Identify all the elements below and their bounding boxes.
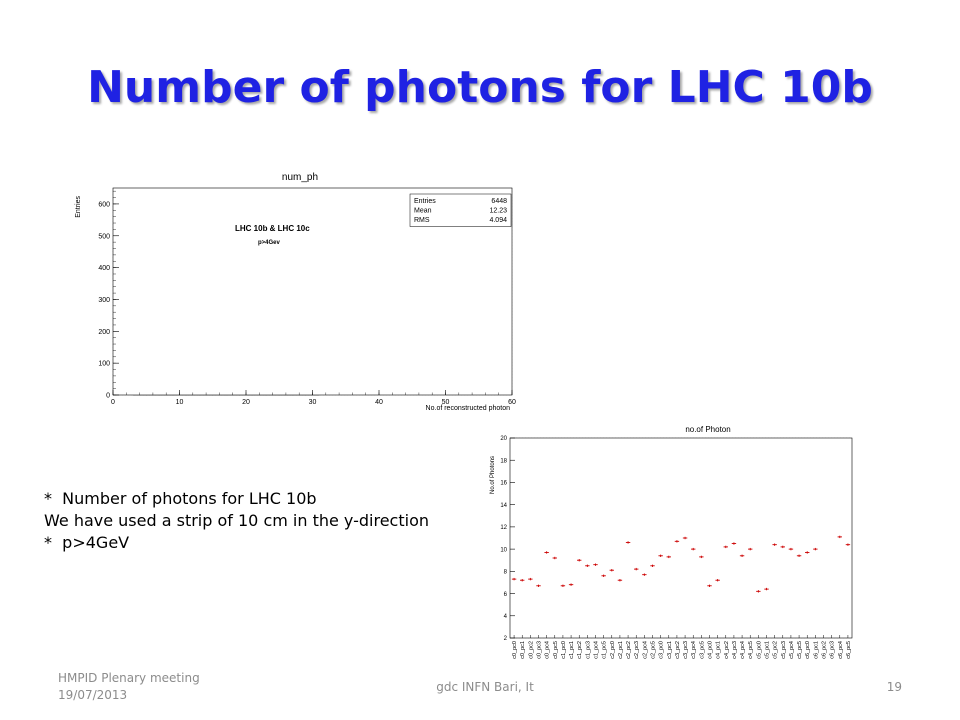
photon-x-tick-label: c1_pc5 (602, 641, 608, 659)
photon-y-tick-label: 14 (500, 503, 507, 509)
photon-x-tick-label: c5_pc3 (781, 641, 787, 659)
hist-stat-label: Entries (414, 198, 436, 205)
photon-x-tick-label: c3_pc1 (667, 641, 673, 659)
slide-title: Number of photons for LHC 10b (87, 62, 873, 113)
photon-x-tick-label: c5_pc2 (773, 641, 779, 659)
photon-title: no.of Photon (685, 425, 730, 434)
photon-ylabel: No.of Photons (490, 456, 496, 494)
footer-affiliation: gdc INFN Bari, It (436, 680, 534, 694)
description-line: * Number of photons for LHC 10b (44, 489, 317, 508)
photon-x-tick-label: c0_pc2 (528, 641, 534, 659)
photon-x-tick-label: c5_pc4 (789, 641, 795, 659)
photon-points (511, 535, 851, 593)
photon-y-tick-label: 2 (504, 636, 508, 642)
hist-y-tick-label: 400 (98, 265, 110, 272)
photon-x-tick-label: c3_pc5 (699, 641, 705, 659)
description-line: * p>4GeV (44, 533, 130, 552)
photon-x-tick-label: c6_pc0 (805, 641, 811, 659)
hist-x-tick-label: 0 (111, 399, 115, 406)
hist-x-tick-label: 60 (508, 399, 516, 406)
photon-x-tick-label: c0_pc0 (512, 641, 518, 659)
photon-x-tick-label: c1_pc3 (585, 641, 591, 659)
photon-x-tick-label: c2_pc2 (626, 641, 632, 659)
hist-stat-label: RMS (414, 217, 430, 224)
photon-x-tick-label: c3_pc2 (675, 641, 681, 659)
photon-x-tick-label: c5_pc1 (765, 641, 771, 659)
hist-stat-value: 4.094 (489, 217, 507, 224)
photon-x-tick-label: c2_pc0 (610, 641, 616, 659)
hist-stat-value: 12.23 (489, 208, 507, 215)
photon-x-tick-label: c2_pc1 (618, 641, 624, 659)
hist-stats-frame (409, 193, 512, 227)
description-line: We have used a strip of 10 cm in the y-d… (44, 511, 429, 530)
hist-x-tick-label: 40 (375, 399, 383, 406)
hist-x-tick-label: 50 (442, 399, 450, 406)
photon-x-tick-label: c2_pc5 (651, 641, 657, 659)
photon-x-tick-label: c0_pc5 (553, 641, 559, 659)
hist-ylabel: Entries (75, 196, 82, 218)
photon-x-tick-label: c4_pc1 (716, 641, 722, 659)
photon-x-tick-label: c2_pc3 (634, 641, 640, 659)
photon-frame (509, 437, 853, 639)
photon-y-tick-label: 20 (500, 436, 507, 442)
photon-x-tick-label: c6_pc3 (830, 641, 836, 659)
footer-meeting: HMPID Plenary meeting 19/07/2013 (58, 671, 200, 702)
photon-x-tick-label: c4_pc0 (708, 641, 714, 659)
photon-x-tick-label: c4_pc3 (732, 641, 738, 659)
hist-annotation-sub: p>4Gev (258, 240, 281, 246)
photon-x-tick-label: c6_pc4 (838, 641, 844, 659)
photon-x-tick-labels: c0_pc0 c0_pc1 c0_pc2 c0_pc3 c0_pc4 c0_pc5 c1_p… (512, 641, 852, 659)
photon-x-tick-label: c2_pc4 (642, 641, 648, 659)
hist-y-tick-label: 600 (98, 201, 110, 208)
hist-x-tick-label: 10 (176, 399, 184, 406)
photon-x-tick-label: c4_pc2 (724, 641, 730, 659)
photon-y-tick-label: 16 (500, 481, 507, 487)
photon-x-tick-label: c6_pc1 (813, 641, 819, 659)
hist-stat-value: 6448 (491, 198, 507, 205)
photon-y-tick-label: 18 (500, 458, 507, 464)
photon-x-tick-label: c3_pc0 (659, 641, 665, 659)
hist-title: num_ph (282, 172, 318, 183)
photon-y-tick-label: 10 (500, 547, 507, 553)
photon-x-tick-label: c5_pc5 (797, 641, 803, 659)
hist-xlabel: No.of reconstructed photon (426, 405, 511, 412)
photon-x-tick-label: c3_pc4 (691, 641, 697, 659)
hist-x-tick-label: 30 (309, 399, 317, 406)
photon-x-tick-label: c1_pc4 (594, 641, 600, 659)
hist-stat-label: Mean (414, 208, 432, 215)
page-number: 19 (886, 680, 902, 694)
photon-axes: 2 4 6 8 10 12 14 16 18 20 (500, 436, 853, 642)
photon-x-tick-label: c0_pc3 (537, 641, 543, 659)
hist-y-tick-label: 0 (106, 393, 110, 400)
photon-x-tick-label: c0_pc4 (545, 641, 551, 659)
photon-x-tick-label: c1_pc0 (561, 641, 567, 659)
photon-x-tick-label: c4_pc5 (748, 641, 754, 659)
photon-y-tick-label: 12 (500, 525, 507, 531)
hist-y-tick-label: 100 (98, 361, 110, 368)
hist-y-tick-label: 200 (98, 329, 110, 336)
photon-x-tick-label: c0_pc1 (520, 641, 526, 659)
description: * Number of photons for LHC 10b We have … (44, 488, 434, 554)
photon-x-tick-label: c6_pc5 (846, 641, 852, 659)
hist-annotation: LHC 10b & LHC 10c (235, 224, 310, 233)
hist-y-tick-label: 500 (98, 233, 110, 240)
photon-x-tick-label: c3_pc3 (683, 641, 689, 659)
hist-stats-box: Entries 6448 Mean 12.23 RMS 4.094 (409, 193, 512, 227)
photon-y-tick-label: 8 (504, 570, 508, 576)
photon-y-tick-label: 4 (504, 614, 508, 620)
hist-x-tick-label: 20 (242, 399, 250, 406)
photon-x-tick-label: c5_pc0 (756, 641, 762, 659)
photon-x-tick-label: c1_pc2 (577, 641, 583, 659)
hist-y-tick-label: 300 (98, 297, 110, 304)
photon-y-tick-label: 6 (504, 592, 508, 598)
photon-x-tick-label: c6_pc2 (822, 641, 828, 659)
photon-x-tick-label: c4_pc4 (740, 641, 746, 659)
photon-x-tick-label: c1_pc1 (569, 641, 575, 659)
